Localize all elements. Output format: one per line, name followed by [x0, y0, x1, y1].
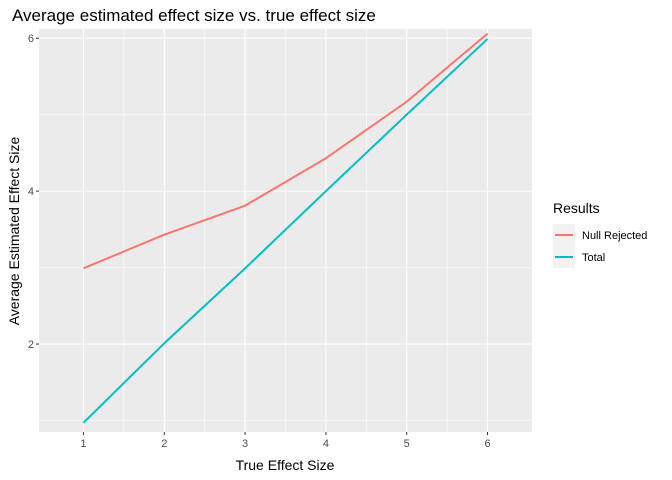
- legend-label: Total: [582, 252, 605, 264]
- y-tick-label: 6: [28, 33, 34, 45]
- legend-label: Null Rejected: [582, 230, 647, 242]
- series-line-2: [82, 38, 489, 424]
- chart-title: Average estimated effect size vs. true e…: [12, 6, 376, 25]
- x-tick-label: 6: [484, 438, 490, 450]
- x-tick-label: 4: [323, 438, 329, 450]
- x-tick-label: 2: [161, 438, 167, 450]
- axis-ticks: 1 2 3 4 5 6 2 4 6: [28, 33, 491, 450]
- x-tick-label: 5: [404, 438, 410, 450]
- series-lines: [82, 32, 489, 424]
- y-axis-title: Average Estimated Effect Size: [6, 137, 22, 326]
- legend: Results Null Rejected Total: [553, 200, 647, 268]
- x-axis-title: True Effect Size: [236, 457, 335, 473]
- x-tick-label: 1: [80, 438, 86, 450]
- series-line-1: [83, 32, 489, 270]
- y-tick-label: 4: [28, 186, 34, 198]
- legend-title: Results: [553, 200, 600, 216]
- y-tick-label: 2: [28, 339, 34, 351]
- gridlines: [39, 29, 532, 432]
- x-tick-label: 3: [242, 438, 248, 450]
